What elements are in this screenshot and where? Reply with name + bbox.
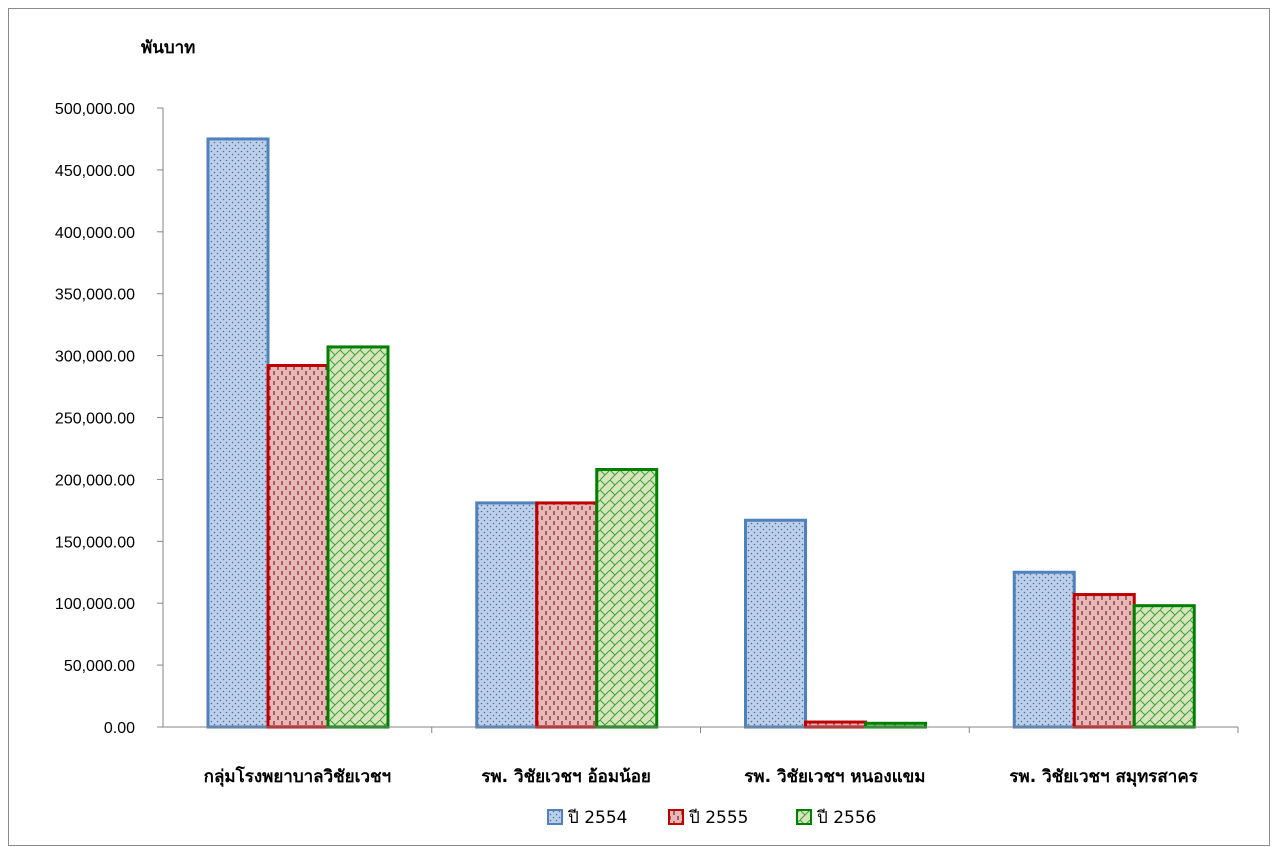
y-tick-label: 350,000.00 [55,287,135,304]
bar-1-4 [1012,570,1076,729]
y-axis-unit-label: พันบาท [141,38,195,58]
bar-3-4 [1132,604,1196,729]
bar-3-1 [326,345,390,729]
legend-label-1: ปี 2554 [567,808,627,828]
bar-1-1 [206,137,270,729]
y-tick-label: 300,000.00 [55,349,135,366]
chart-frame [8,8,1270,846]
legend-label-3: ปี 2556 [816,808,876,828]
legend-swatch-1 [547,809,563,825]
legend-swatch-2 [668,809,684,825]
y-tick-label: 200,000.00 [55,472,135,489]
legend-swatch-3 [796,809,812,825]
y-tick-label: 150,000.00 [55,534,135,551]
x-category-label: รพ. วิชัยเวชฯ สมุทรสาคร [1009,767,1198,787]
bar-2-2 [535,501,599,729]
x-category-label: กลุ่มโรงพยาบาลวิชัยเวชฯ [204,766,391,787]
bar-1-2 [475,501,539,729]
y-tick-label: 50,000.00 [64,658,135,675]
bar-2-3 [804,720,867,729]
legend-label-2: ปี 2555 [688,808,748,828]
y-tick-label: 100,000.00 [55,596,135,613]
bar-3-3 [864,721,927,729]
y-tick-label: 0.00 [104,720,135,737]
x-category-label: รพ. วิชัยเวชฯ หนองแขม [744,767,925,787]
y-tick-label: 400,000.00 [55,225,135,242]
bar-2-1 [266,364,330,729]
bar-2-4 [1072,593,1136,729]
y-tick-label: 450,000.00 [55,163,135,180]
bar-3-2 [595,467,659,729]
y-tick-label: 500,000.00 [55,101,135,118]
y-tick-label: 250,000.00 [55,411,135,428]
x-category-label: รพ. วิชัยเวชฯ อ้อมน้อย [481,767,651,787]
bar-1-3 [744,518,807,729]
